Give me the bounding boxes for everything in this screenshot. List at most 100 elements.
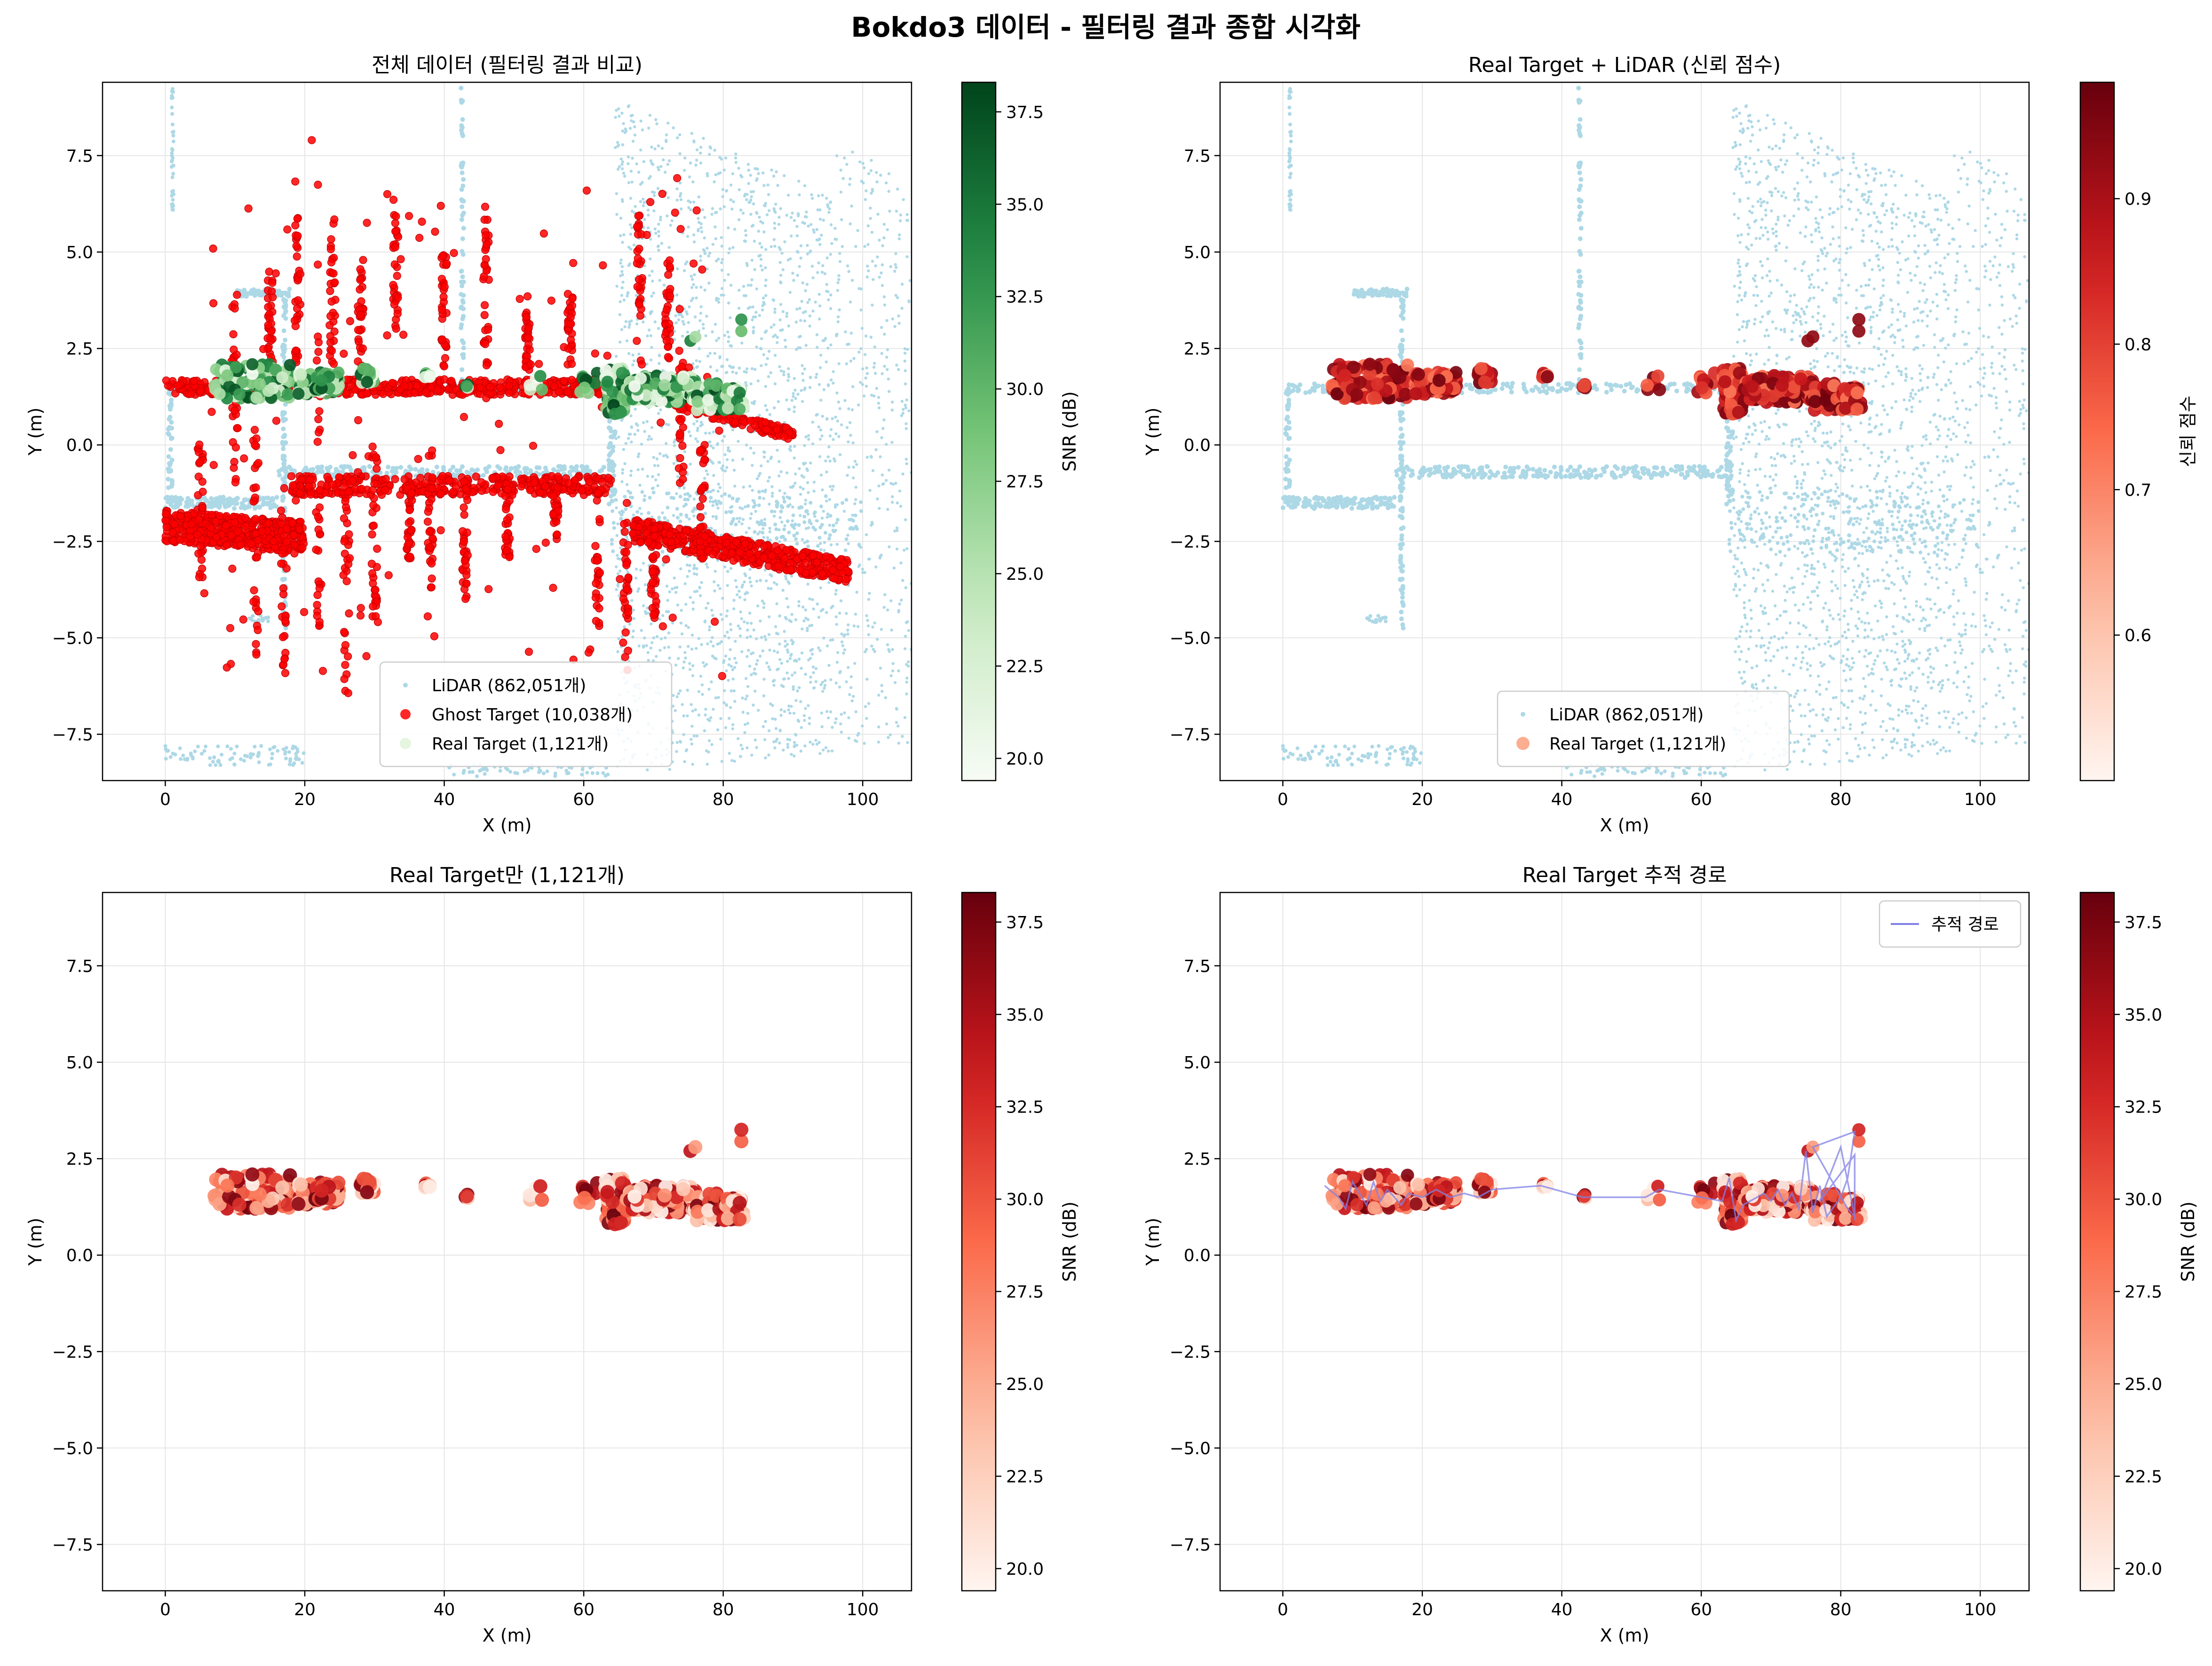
y-tick-label: 5.0 xyxy=(1184,1053,1211,1073)
colorbar-tick-label: 0.9 xyxy=(2125,190,2151,209)
plot-area xyxy=(1324,1123,1868,1231)
panel-title: Real Target + LiDAR (신뢰 점수) xyxy=(1468,53,1781,77)
plot-frame xyxy=(1219,81,2030,782)
y-tick-label: 5.0 xyxy=(1184,243,1211,262)
y-axis-label: Y (m) xyxy=(1142,408,1163,456)
x-axis-label: X (m) xyxy=(1600,815,1649,836)
y-tick-label: 7.5 xyxy=(66,147,93,166)
panel-title: 전체 데이터 (필터링 결과 비교) xyxy=(372,53,642,77)
colorbar-tick-label: 32.5 xyxy=(2125,1098,2162,1117)
legend-box xyxy=(1879,900,2022,948)
colorbar-tick-label: 35.0 xyxy=(1006,195,1044,214)
x-tick-label: 40 xyxy=(434,1600,455,1619)
colorbar-tick-label: 32.5 xyxy=(1006,1098,1044,1117)
colorbar-tick-label: 22.5 xyxy=(2125,1467,2162,1486)
colorbar-tick-label: 32.5 xyxy=(1006,288,1044,307)
colorbar-tick-label: 27.5 xyxy=(1006,473,1044,492)
y-tick-label: −2.5 xyxy=(1170,532,1211,552)
colorbar-tick-label: 22.5 xyxy=(1006,657,1044,676)
real-target-points xyxy=(208,313,750,420)
y-tick-label: 5.0 xyxy=(66,1053,93,1073)
colorbar-tick-label: 37.5 xyxy=(1006,913,1044,932)
real-target-points xyxy=(1325,313,1868,421)
legend: 추적 경로 xyxy=(1879,900,2022,948)
y-tick-label: −7.5 xyxy=(52,1536,93,1555)
x-tick-label: 60 xyxy=(573,790,595,809)
y-tick-label: −7.5 xyxy=(1170,726,1211,745)
panel-2: 0 20 40 60 80 100 −7.5 −5.0 −2.5 0.0 2.5 5.0 7.5 Real… xyxy=(1142,53,2198,836)
y-axis-label: Y (m) xyxy=(1142,1218,1163,1266)
x-tick-label: 0 xyxy=(1277,790,1288,809)
legend-marker xyxy=(1521,712,1525,717)
y-tick-label: 7.5 xyxy=(66,957,93,976)
x-tick-label: 20 xyxy=(294,790,316,809)
y-tick-label: 2.5 xyxy=(1184,1150,1211,1169)
legend-label: LiDAR (862,051개) xyxy=(432,676,586,695)
y-tick-label: 7.5 xyxy=(1184,957,1211,976)
panel-3: 0 20 40 60 80 100 −7.5 −5.0 −2.5 0.0 2.5 5.0 7.5 Real… xyxy=(25,863,1080,1646)
x-axis-label: X (m) xyxy=(483,815,532,836)
y-axis-label: Y (m) xyxy=(25,1218,46,1266)
grid-lines xyxy=(103,892,912,1591)
figure-title: Bokdo3 데이터 - 필터링 결과 종합 시각화 xyxy=(851,11,1360,43)
x-axis-label: X (m) xyxy=(483,1625,532,1646)
colorbar-tick-label: 35.0 xyxy=(1006,1005,1044,1025)
colorbar-tick-label: 25.0 xyxy=(2125,1375,2162,1394)
colorbar-label: SNR (dB) xyxy=(1059,391,1080,472)
colorbar-tick-label: 27.5 xyxy=(1006,1283,1044,1302)
colorbar-tick-label: 27.5 xyxy=(2125,1283,2162,1302)
y-tick-label: 0.0 xyxy=(66,1246,93,1265)
x-tick-label: 60 xyxy=(573,1600,595,1619)
y-tick-label: 7.5 xyxy=(1184,147,1211,166)
track-path xyxy=(1324,1130,1856,1224)
y-tick-label: −7.5 xyxy=(52,726,93,745)
x-tick-label: 40 xyxy=(434,790,455,809)
y-tick-label: 2.5 xyxy=(66,1150,93,1169)
colorbar-tick-label: 25.0 xyxy=(1006,1375,1044,1394)
plot-area xyxy=(207,1122,751,1232)
y-tick-label: −2.5 xyxy=(52,1342,93,1362)
y-tick-label: 0.0 xyxy=(1184,436,1211,455)
legend: LiDAR (862,051개) Ghost Target (10,038개) Re… xyxy=(379,661,673,767)
colorbar xyxy=(2079,892,2115,1592)
colorbar-tick-label: 30.0 xyxy=(1006,1190,1044,1209)
x-tick-label: 60 xyxy=(1690,1600,1712,1619)
x-tick-label: 80 xyxy=(713,1600,734,1619)
colorbar-tick-label: 30.0 xyxy=(1006,380,1044,399)
legend-marker xyxy=(400,709,411,719)
x-tick-label: 40 xyxy=(1551,790,1573,809)
x-tick-label: 20 xyxy=(1411,1600,1433,1619)
legend-label: LiDAR (862,051개) xyxy=(1549,705,1704,725)
colorbar xyxy=(961,81,997,782)
colorbar-tick-label: 37.5 xyxy=(2125,913,2162,932)
colorbar-label: SNR (dB) xyxy=(1059,1201,1080,1282)
plot-frame xyxy=(1219,892,2030,1592)
y-tick-label: 5.0 xyxy=(66,243,93,262)
colorbar-tick-label: 20.0 xyxy=(1006,750,1044,769)
legend-box xyxy=(379,661,673,767)
colorbar-tick-label: 0.6 xyxy=(2125,626,2151,646)
legend-marker xyxy=(1516,737,1530,750)
x-tick-label: 100 xyxy=(1964,1600,1997,1619)
legend-label: Real Target (1,121개) xyxy=(432,734,609,754)
x-tick-label: 100 xyxy=(1964,790,1997,809)
x-tick-label: 20 xyxy=(294,1600,316,1619)
legend-box xyxy=(1497,690,1790,767)
y-tick-label: 2.5 xyxy=(66,340,93,359)
y-tick-label: 0.0 xyxy=(1184,1246,1211,1265)
x-tick-label: 60 xyxy=(1690,790,1712,809)
colorbar-tick-label: 30.0 xyxy=(2125,1190,2162,1209)
x-tick-label: 0 xyxy=(1277,1600,1288,1619)
lidar-points xyxy=(1280,86,2029,778)
y-tick-label: −2.5 xyxy=(52,532,93,552)
legend-label: Real Target (1,121개) xyxy=(1549,734,1726,754)
plot-frame xyxy=(102,892,912,1592)
panel-1: 0 20 40 60 80 100 −7.5 −5.0 −2.5 0.0 2.5 5.0 7.5 전체 데… xyxy=(25,53,1080,836)
x-tick-label: 0 xyxy=(160,1600,171,1619)
y-tick-label: 0.0 xyxy=(66,436,93,455)
x-tick-label: 20 xyxy=(1411,790,1433,809)
panel-title: Real Target만 (1,121개) xyxy=(389,863,625,887)
colorbar-tick-label: 0.7 xyxy=(2125,481,2151,500)
x-tick-label: 100 xyxy=(847,790,879,809)
x-tick-label: 80 xyxy=(713,790,734,809)
